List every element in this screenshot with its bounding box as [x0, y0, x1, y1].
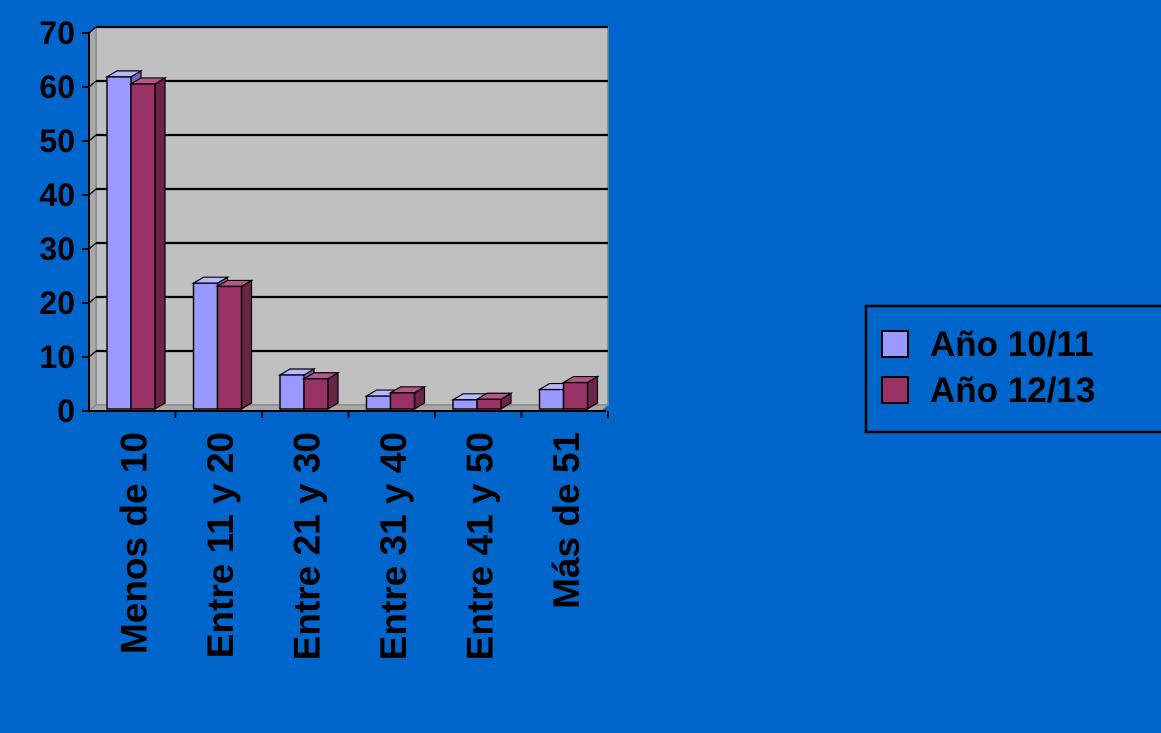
gridline-depth: [88, 134, 97, 142]
gridline-depth: [88, 188, 97, 196]
gridline-depth: [88, 350, 97, 358]
x-tick-label: Más de 51: [546, 432, 587, 609]
x-tick-labels: Menos de 10 Entre 11 y 20 Entre 21 y 30 Ent…: [113, 432, 587, 660]
bar: [365, 395, 392, 410]
x-tick-label: Menos de 10: [113, 432, 154, 654]
legend-swatch: [881, 330, 909, 358]
x-tick-label: Entre 41 y 50: [459, 432, 500, 660]
bar-side: [154, 76, 166, 411]
bar: [562, 381, 589, 410]
y-tick-label: 40: [39, 177, 75, 213]
bar: [279, 374, 305, 410]
bar: [538, 388, 565, 410]
gridline-depth: [88, 26, 97, 34]
plot-area: [87, 25, 610, 413]
y-tick-label: 60: [39, 69, 75, 105]
legend: Año 10/11 Año 12/13: [864, 304, 1161, 434]
y-tick-label: 30: [39, 231, 75, 267]
bar: [303, 378, 329, 410]
gridline-depth: [88, 242, 97, 250]
legend-label: Año 12/13: [930, 371, 1095, 410]
legend-box: [864, 304, 1161, 434]
axes: [82, 32, 609, 418]
bar-side: [240, 279, 253, 411]
x-tick-label: Entre 21 y 30: [286, 432, 327, 660]
bar: [106, 76, 132, 410]
y-tick-label: 10: [39, 339, 75, 375]
y-tick-label: 20: [39, 285, 75, 321]
bar: [476, 398, 502, 410]
y-tick-labels: 0 10 20 30 40 50 60 70: [39, 15, 75, 429]
bar: [389, 392, 416, 410]
bar: [216, 285, 243, 410]
legend-label: Año 10/11: [930, 325, 1093, 364]
bars: [104, 69, 600, 411]
bar: [130, 83, 156, 410]
plot-back-wall: [95, 26, 609, 406]
bar: [192, 282, 219, 410]
bar: [452, 399, 478, 410]
gridline-depth: [88, 80, 97, 88]
y-tick-label: 70: [39, 15, 75, 51]
gridline-depth: [88, 296, 97, 304]
x-tick-label: Entre 11 y 20: [200, 432, 241, 658]
legend-swatch: [881, 376, 909, 404]
x-tick-label: Entre 31 y 40: [373, 432, 414, 660]
y-tick-label: 0: [57, 393, 75, 429]
gridlines: [88, 25, 608, 358]
y-tick-label: 50: [39, 123, 75, 159]
